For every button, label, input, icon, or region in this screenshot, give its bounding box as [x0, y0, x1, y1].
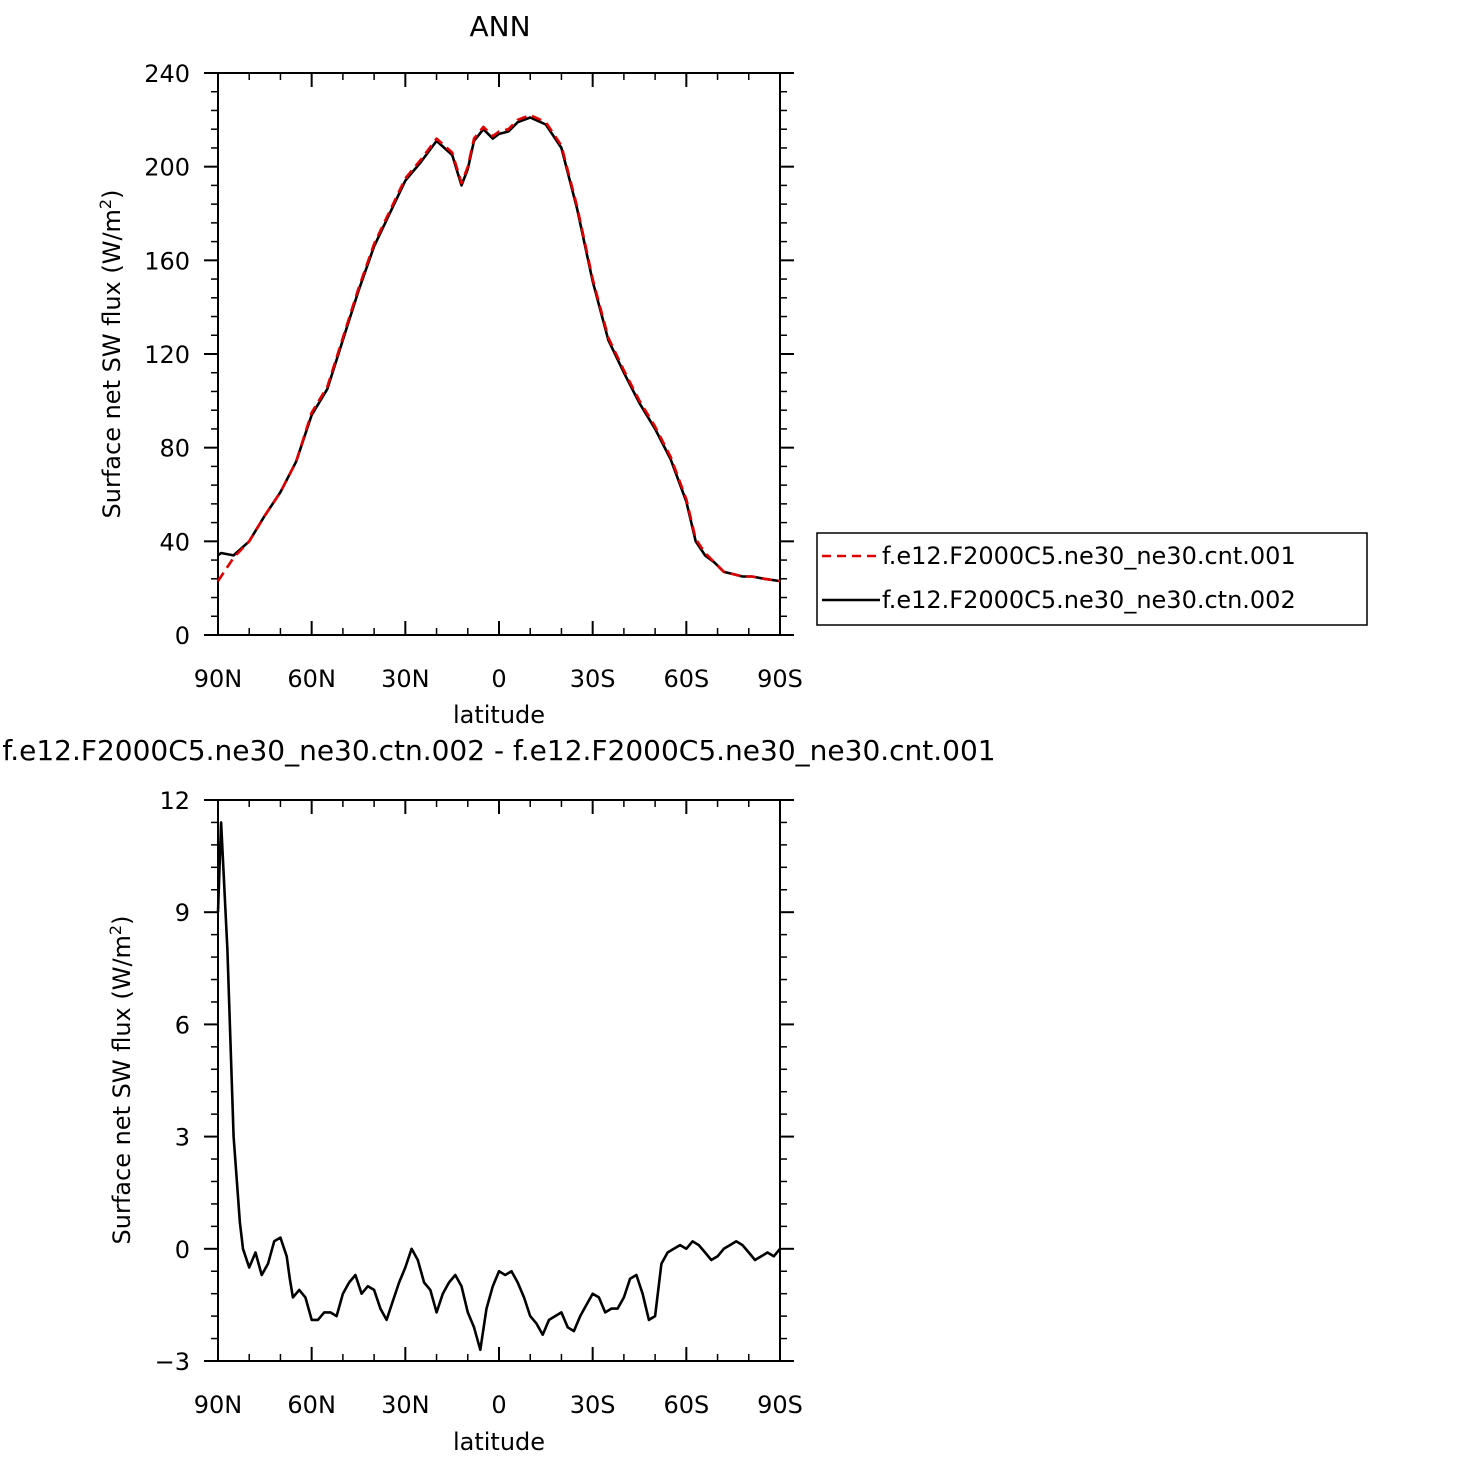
legend-label-cnt001: f.e12.F2000C5.ne30_ne30.cnt.001: [882, 542, 1296, 570]
bottom-y-tick-label: −3: [155, 1348, 190, 1376]
top-x-tick-label: 60S: [663, 665, 709, 693]
top-x-axis-title: latitude: [453, 701, 545, 729]
bottom-x-tick-label: 90N: [194, 1391, 243, 1419]
bottom-axis-ticks: 90N 60N 30N 0 30S 60S 90S −3 0 3 6 9 12: [155, 787, 803, 1419]
top-axis-ticks: 90N 60N 30N 0 30S 60S 90S 0 40 80 120 160 200 240: [144, 60, 803, 693]
top-x-tick-label: 30N: [381, 665, 430, 693]
top-series-line-1: [217, 116, 781, 583]
top-y-tick-label: 240: [144, 60, 190, 88]
top-y-tick-label: 80: [159, 435, 190, 463]
bottom-y-tick-label: 12: [159, 787, 190, 815]
top-y-tick-label: 200: [144, 154, 190, 182]
top-y-axis-title: Surface net SW flux (W/m2): [96, 190, 126, 519]
bottom-plot-frame: [217, 799, 781, 1362]
top-y-tick-label: 40: [159, 528, 190, 556]
bottom-x-tick-label: 0: [491, 1391, 506, 1419]
top-x-tick-label: 60N: [287, 665, 336, 693]
top-y-tick-label: 120: [144, 341, 190, 369]
top-plot-title: ANN: [469, 10, 530, 43]
bottom-x-tick-label: 90S: [757, 1391, 803, 1419]
top-series-group: [216, 113, 781, 583]
legend-box: [816, 532, 1368, 626]
legend: f.e12.F2000C5.ne30_ne30.cnt.001 f.e12.F2…: [816, 532, 1368, 626]
bottom-x-tick-label: 60N: [287, 1391, 336, 1419]
legend-label-ctn002: f.e12.F2000C5.ne30_ne30.ctn.002: [882, 586, 1296, 614]
top-x-tick-label: 30S: [570, 665, 616, 693]
top-series-line-0: [216, 113, 781, 583]
top-x-tick-label: 90S: [757, 665, 803, 693]
top-y-tick-label: 160: [144, 247, 190, 275]
top-y-tick-label: 0: [175, 622, 190, 650]
bottom-x-tick-label: 30N: [381, 1391, 430, 1419]
bottom-y-tick-label: 9: [175, 899, 190, 927]
bottom-y-tick-label: 6: [175, 1011, 190, 1039]
bottom-x-axis-title: latitude: [453, 1428, 545, 1456]
bottom-x-tick-label: 60S: [663, 1391, 709, 1419]
bottom-series-group: [216, 821, 782, 1352]
bottom-y-tick-label: 3: [175, 1124, 190, 1152]
top-x-tick-label: 90N: [194, 665, 243, 693]
bottom-y-axis-title: Surface net SW flux (W/m2): [106, 916, 136, 1245]
top-x-tick-label: 0: [491, 665, 506, 693]
bottom-x-tick-label: 30S: [570, 1391, 616, 1419]
top-panel: ANN 90N 60N 30N 0 30S 60S 90S 0 40 80 120 160 200 240…: [96, 10, 1368, 729]
top-plot-frame: [217, 72, 781, 636]
bottom-y-tick-label: 0: [175, 1236, 190, 1264]
bottom-series-line-0: [216, 821, 782, 1352]
bottom-plot-title: f.e12.F2000C5.ne30_ne30.ctn.002 - f.e12.…: [2, 734, 995, 767]
bottom-panel: f.e12.F2000C5.ne30_ne30.ctn.002 - f.e12.…: [2, 734, 995, 1456]
